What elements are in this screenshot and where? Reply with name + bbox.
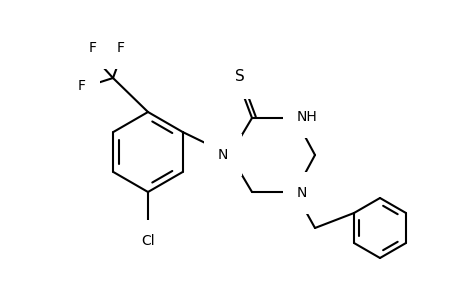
Text: N: N [217, 148, 228, 162]
Text: F: F [78, 79, 86, 93]
Text: Cl: Cl [141, 234, 155, 248]
Text: F: F [117, 41, 125, 55]
Text: S: S [235, 69, 244, 84]
Text: N: N [297, 186, 307, 200]
Text: NH: NH [297, 110, 317, 124]
Text: F: F [89, 41, 97, 55]
